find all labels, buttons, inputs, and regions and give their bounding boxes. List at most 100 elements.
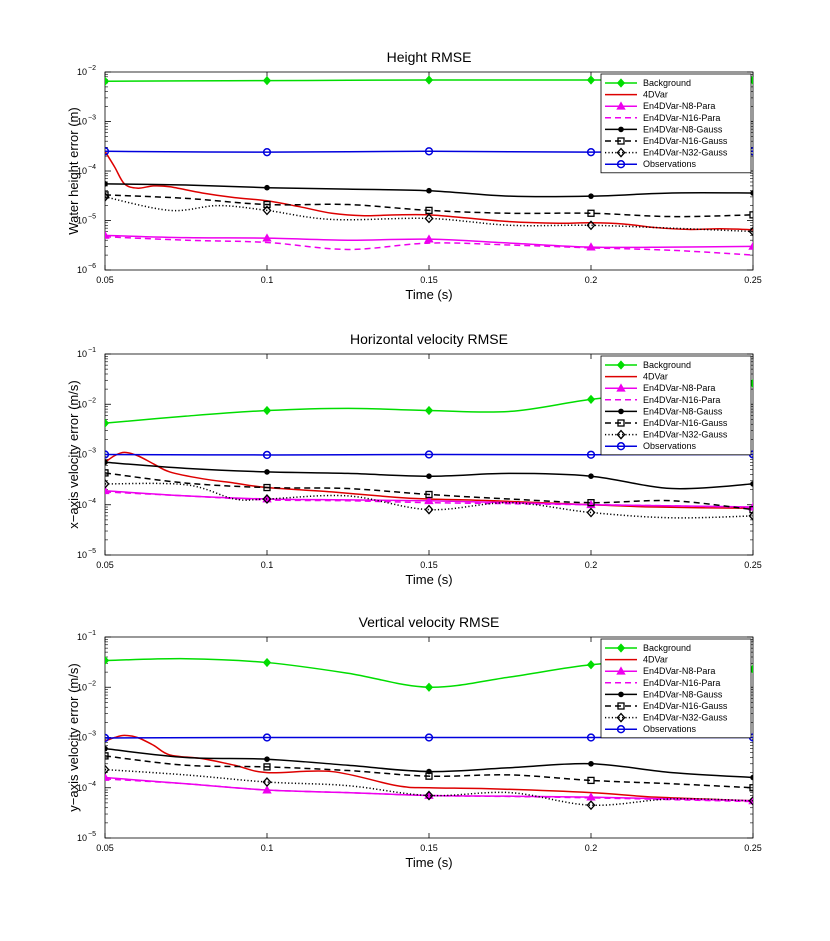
data-point-background [262, 76, 272, 86]
chart-title: Horizontal velocity RMSE [350, 331, 508, 347]
data-point-en4dvar-n8-gauss [264, 756, 270, 762]
y-tick-label: 10 [77, 265, 87, 275]
x-axis-label: Time (s) [405, 855, 452, 870]
legend-marker [616, 442, 626, 451]
y-tick-exponent: −1 [88, 630, 96, 637]
legend-marker [616, 160, 626, 169]
data-point-observations [424, 733, 434, 742]
data-point-en4dvar-n8-gauss [588, 473, 594, 479]
legend-label: En4DVar-N32-Gauss [643, 713, 728, 723]
x-tick-label: 0.2 [585, 275, 598, 285]
legend-marker [616, 360, 626, 370]
data-point-background [586, 394, 596, 404]
legend-label: Background [643, 643, 691, 653]
y-tick-label: 10 [77, 216, 87, 226]
series-line-en4dvar-n16-para [105, 235, 753, 256]
legend-marker [616, 147, 626, 158]
data-point-en4dvar-n8-gauss [426, 187, 432, 194]
data-point-en4dvar-n32-gauss [424, 213, 434, 224]
data-point-en4dvar-n32-gauss [586, 507, 596, 518]
data-point-background [424, 682, 434, 692]
series-en4dvar-n16-para [105, 235, 753, 256]
legend-label: Observations [643, 159, 697, 169]
x-tick-label: 0.15 [420, 843, 438, 853]
x-tick-label: 0.1 [261, 275, 274, 285]
data-point-observations [586, 733, 596, 742]
y-tick-exponent: −4 [88, 498, 96, 505]
x-tick-label: 0.2 [585, 843, 598, 853]
legend-marker [617, 419, 625, 427]
chart-title: Vertical velocity RMSE [359, 614, 500, 630]
legend-label: En4DVar-N16-Para [643, 395, 720, 405]
legend-marker [616, 383, 626, 392]
data-point-en4dvar-n32-gauss [262, 494, 272, 504]
data-point-observations [424, 147, 434, 156]
legend-box [600, 638, 752, 739]
series-en4dvar-n16-gauss [105, 469, 753, 514]
legend-label: En4DVar-N16-Gauss [643, 136, 728, 146]
series-line-en4dvar-n16-gauss [105, 194, 753, 218]
data-point-en4dvar-n32-gauss [105, 191, 110, 202]
series-en4dvar-n32-gauss [105, 478, 753, 521]
series-en4dvar-n16-para [105, 778, 753, 803]
data-point-en4dvar-n8-gauss [588, 193, 594, 199]
series-en4dvar-n16-para [105, 491, 753, 509]
data-point-observations [262, 450, 272, 460]
y-tick-exponent: −2 [88, 680, 96, 687]
legend-label: En4DVar-N32-Gauss [643, 430, 728, 440]
legend-marker [618, 408, 624, 415]
series-line-en4dvar-n16-para [105, 778, 753, 803]
x-tick-label: 0.1 [261, 560, 274, 570]
data-point-en4dvar-n8-gauss [105, 459, 108, 466]
y-tick-label: 10 [77, 399, 87, 409]
series-line-en4dvar-n16-gauss [105, 755, 753, 789]
legend-marker [616, 712, 626, 723]
series-en4dvar-n32-gauss [105, 764, 753, 811]
series-en4dvar-n16-gauss [105, 191, 753, 219]
x-axis-label: Time (s) [405, 287, 452, 302]
data-point-background [105, 418, 110, 428]
y-tick-exponent: −3 [88, 448, 96, 455]
series-4dvar [105, 150, 753, 231]
y-tick-exponent: −4 [88, 164, 96, 171]
series-en4dvar-n8-gauss [105, 745, 753, 781]
data-point-background [424, 75, 434, 85]
series-4dvar [105, 734, 753, 802]
y-tick-exponent: −3 [88, 731, 96, 738]
x-tick-label: 0.15 [420, 560, 438, 570]
data-point-en4dvar-n8-para [424, 234, 434, 243]
y-tick-label: 10 [77, 632, 87, 642]
y-tick-exponent: −4 [88, 781, 96, 788]
legend-box [600, 355, 752, 456]
data-point-en4dvar-n8-gauss [750, 481, 753, 487]
series-en4dvar-n32-gauss [105, 191, 753, 237]
y-tick-exponent: −5 [88, 831, 96, 838]
data-point-en4dvar-n32-gauss [748, 510, 753, 521]
legend-label: En4DVar-N8-Para [643, 383, 715, 393]
series-en4dvar-n8-para [105, 230, 753, 251]
data-point-en4dvar-n16-gauss [587, 499, 595, 507]
data-point-en4dvar-n8-gauss [750, 190, 753, 196]
y-tick-label: 10 [77, 450, 87, 460]
legend-label: En4DVar-N16-Gauss [643, 701, 728, 711]
legend-marker [616, 725, 626, 734]
y-tick-label: 10 [77, 500, 87, 510]
legend-label: Observations [643, 441, 697, 451]
data-point-en4dvar-n16-gauss [749, 784, 753, 792]
data-point-en4dvar-n8-para [748, 241, 753, 250]
y-axis-label: x−axis velocity error (m/s) [66, 380, 81, 528]
data-point-en4dvar-n16-gauss [587, 776, 595, 785]
data-point-observations [586, 148, 596, 157]
data-point-en4dvar-n8-gauss [105, 745, 108, 752]
data-point-background [105, 76, 110, 86]
legend-label: 4DVar [643, 90, 668, 100]
data-point-en4dvar-n8-gauss [264, 184, 270, 191]
legend-label: En4DVar-N8-Para [643, 666, 715, 676]
data-point-en4dvar-n32-gauss [105, 478, 110, 489]
y-tick-exponent: −5 [88, 548, 96, 555]
legend-marker [617, 702, 625, 710]
x-tick-label: 0.05 [96, 560, 114, 570]
data-point-en4dvar-n16-gauss [263, 763, 271, 771]
legend-marker [616, 101, 626, 110]
